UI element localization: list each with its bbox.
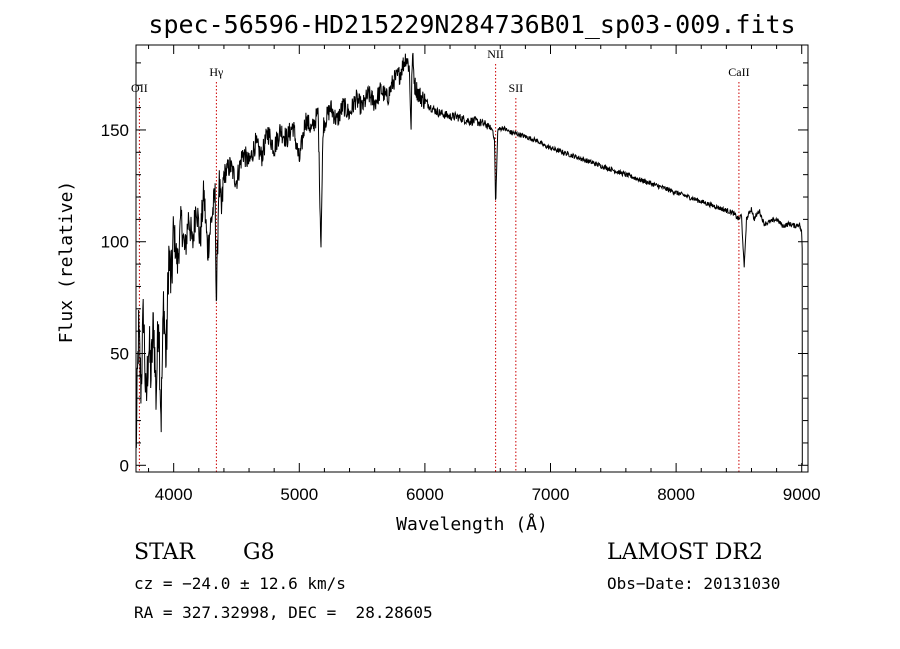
y-axis-label: Flux (relative) (56, 181, 77, 344)
y-tick-label-0: 0 (120, 456, 129, 475)
survey-name: LAMOST DR2 (607, 540, 763, 565)
y-tick-label-150: 150 (101, 121, 129, 140)
y-tick-label-50: 50 (110, 345, 129, 364)
line-marker-label-4: CaII (728, 65, 749, 79)
x-tick-label-7000: 7000 (532, 485, 570, 504)
x-tick-label-5000: 5000 (280, 485, 318, 504)
x-tick-label-8000: 8000 (657, 485, 695, 504)
object-subclass: G8 (243, 540, 275, 565)
spectrum-line (135, 52, 803, 466)
line-marker-label-1: Hγ (209, 65, 224, 79)
plot-frame (135, 44, 809, 473)
x-tick-label-4000: 4000 (155, 485, 193, 504)
sky-coordinates: RA = 327.32998, DEC = 28.28605 (134, 603, 433, 622)
spectrum-chart: spec-56596-HD215229N284736B01_sp03-009.f… (56, 10, 821, 535)
chart-title: spec-56596-HD215229N284736B01_sp03-009.f… (148, 10, 795, 39)
line-marker-label-2: NII (487, 47, 504, 61)
x-axis-ticks: 4000 5000 6000 7000 8000 9000 (148, 45, 821, 504)
redshift-cz: cz = −24.0 ± 12.6 km/s (134, 574, 346, 593)
line-marker-label-0: OII (131, 81, 148, 95)
line-marker-label-3: SII (509, 81, 524, 95)
y-tick-label-100: 100 (101, 233, 129, 252)
x-tick-label-6000: 6000 (406, 485, 444, 504)
object-class: STAR (134, 540, 195, 565)
y-axis-ticks: 0 50 100 150 (101, 62, 808, 475)
x-tick-label-9000: 9000 (783, 485, 821, 504)
x-axis-label: Wavelength (Å) (396, 513, 548, 535)
observation-date: Obs−Date: 20131030 (607, 574, 781, 593)
spectral-line-markers: OII Hγ NII SII CaII (131, 47, 750, 472)
spectrum-layer (135, 52, 803, 466)
